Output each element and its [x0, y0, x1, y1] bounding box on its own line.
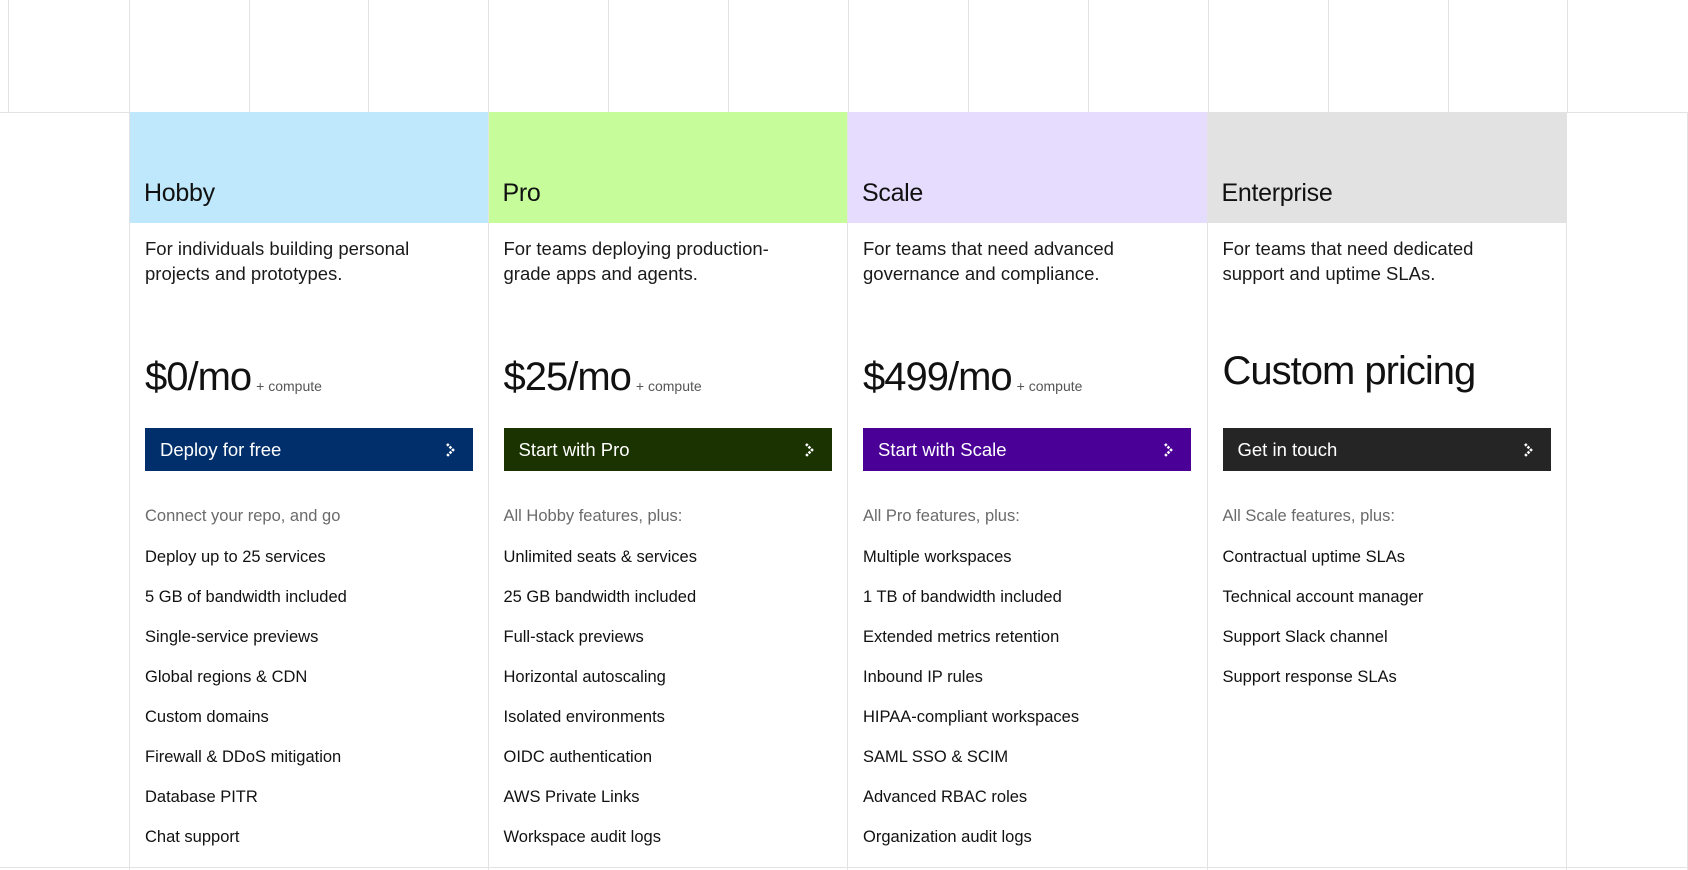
grid-line: [1448, 0, 1449, 112]
plan-description: For individuals building personal projec…: [145, 238, 410, 284]
feature-item: Horizontal autoscaling: [503, 668, 666, 686]
feature-list: Contractual uptime SLAs Technical accoun…: [1223, 547, 1424, 707]
feature-item: Inbound IP rules: [863, 668, 983, 686]
chevron-right-icon: [446, 442, 455, 457]
feature-item: 25 GB bandwidth included: [503, 588, 697, 606]
plan-card-enterprise: Enterprise For teams that need dedicated…: [1207, 112, 1567, 870]
grid-line: [0, 867, 1688, 868]
feature-item: 5 GB of bandwidth included: [145, 588, 347, 606]
feature-item: Organization audit logs: [863, 828, 1032, 846]
feature-item: 1 TB of bandwidth included: [863, 588, 1062, 606]
grid-line: [129, 0, 130, 112]
features-heading: All Pro features, plus:: [863, 507, 1020, 525]
chevron-right-icon: [1164, 442, 1173, 457]
grid-line: [1328, 0, 1329, 112]
plan-header: Hobby: [130, 112, 488, 223]
feature-item: Global regions & CDN: [145, 668, 308, 686]
grid-line: [1567, 0, 1568, 112]
custom-pricing: Custom pricing: [1222, 349, 1477, 393]
plan-card-scale: Scale For teams that need advanced gover…: [848, 112, 1208, 870]
feature-item: Deploy up to 25 services: [145, 548, 326, 566]
feature-item: Support Slack channel: [1222, 628, 1388, 646]
plan-description: For teams deploying production-grade app…: [503, 238, 769, 284]
plan-header: Enterprise: [1207, 112, 1566, 223]
grid-line: [249, 0, 250, 112]
grid-line: [1208, 0, 1209, 112]
plan-price: $0/mo + compute: [145, 340, 322, 400]
grid-line: [1088, 0, 1089, 112]
grid-line: [848, 0, 849, 112]
feature-item: Firewall & DDoS mitigation: [145, 748, 342, 766]
feature-item: SAML SSO & SCIM: [863, 748, 1009, 766]
cta-label: Start with Scale: [878, 438, 1007, 460]
grid-line: [488, 0, 489, 112]
price-amount: $499/mo: [863, 355, 1013, 399]
feature-item: Contractual uptime SLAs: [1222, 548, 1406, 566]
get-in-touch-button[interactable]: Get in touch: [1222, 428, 1551, 471]
features-heading: Connect your repo, and go: [145, 507, 341, 525]
price-note: + compute: [1016, 378, 1083, 394]
feature-list: Multiple workspaces 1 TB of bandwidth in…: [863, 547, 1079, 867]
grid-line: [608, 0, 609, 112]
plan-header: Scale: [848, 112, 1207, 223]
grid-line: [368, 0, 369, 112]
pricing-plans: Hobby For individuals building personal …: [129, 112, 1567, 870]
feature-item: Unlimited seats & services: [503, 548, 697, 566]
feature-item: Multiple workspaces: [863, 548, 1012, 566]
feature-item: Database PITR: [145, 788, 258, 806]
feature-item: Full-stack previews: [503, 628, 644, 646]
price-amount: $25/mo: [503, 355, 632, 399]
deploy-for-free-button[interactable]: Deploy for free: [145, 428, 473, 471]
plan-card-pro: Pro For teams deploying production-grade…: [488, 112, 848, 870]
plan-name: Pro: [502, 179, 541, 207]
plan-price: $25/mo + compute: [504, 340, 702, 400]
plan-description: For teams that need advanced governance …: [863, 238, 1114, 284]
features-heading: All Scale features, plus:: [1222, 507, 1395, 525]
feature-item: Extended metrics retention: [863, 628, 1060, 646]
chevron-right-icon: [804, 442, 814, 457]
grid-line: [968, 0, 969, 112]
feature-item: Technical account manager: [1222, 588, 1424, 606]
feature-item: Workspace audit logs: [503, 828, 661, 846]
chevron-right-icon: [1523, 442, 1533, 457]
feature-item: Chat support: [145, 828, 240, 846]
plan-description: For teams that need dedicated support an…: [1222, 238, 1474, 284]
feature-item: HIPAA-compliant workspaces: [863, 708, 1080, 726]
cta-label: Deploy for free: [160, 438, 282, 460]
feature-item: Custom domains: [145, 708, 269, 726]
feature-item: Isolated environments: [503, 708, 665, 726]
cta-label: Start with Pro: [518, 438, 630, 460]
feature-list: Deploy up to 25 services 5 GB of bandwid…: [145, 547, 347, 867]
plan-name: Scale: [862, 179, 924, 207]
feature-item: Support response SLAs: [1222, 668, 1397, 686]
start-with-scale-button[interactable]: Start with Scale: [863, 428, 1191, 471]
price-note: + compute: [256, 378, 322, 394]
feature-item: Single-service previews: [145, 628, 319, 646]
cta-label: Get in touch: [1237, 438, 1338, 460]
plan-name: Enterprise: [1221, 179, 1333, 207]
plan-price: $499/mo + compute: [863, 340, 1082, 400]
price-note: + compute: [635, 378, 702, 394]
grid-line: [8, 0, 9, 112]
plan-header: Pro: [488, 112, 847, 223]
features-heading: All Hobby features, plus:: [503, 507, 683, 525]
plan-card-hobby: Hobby For individuals building personal …: [129, 112, 489, 870]
plan-name: Hobby: [144, 179, 215, 207]
feature-list: Unlimited seats & services 25 GB bandwid…: [504, 547, 697, 867]
feature-item: Advanced RBAC roles: [863, 788, 1028, 806]
feature-item: OIDC authentication: [503, 748, 653, 766]
grid-backdrop: [0, 0, 1688, 113]
feature-item: AWS Private Links: [503, 788, 640, 806]
price-amount: $0/mo: [145, 355, 252, 399]
grid-line: [728, 0, 729, 112]
start-with-pro-button[interactable]: Start with Pro: [503, 428, 832, 471]
